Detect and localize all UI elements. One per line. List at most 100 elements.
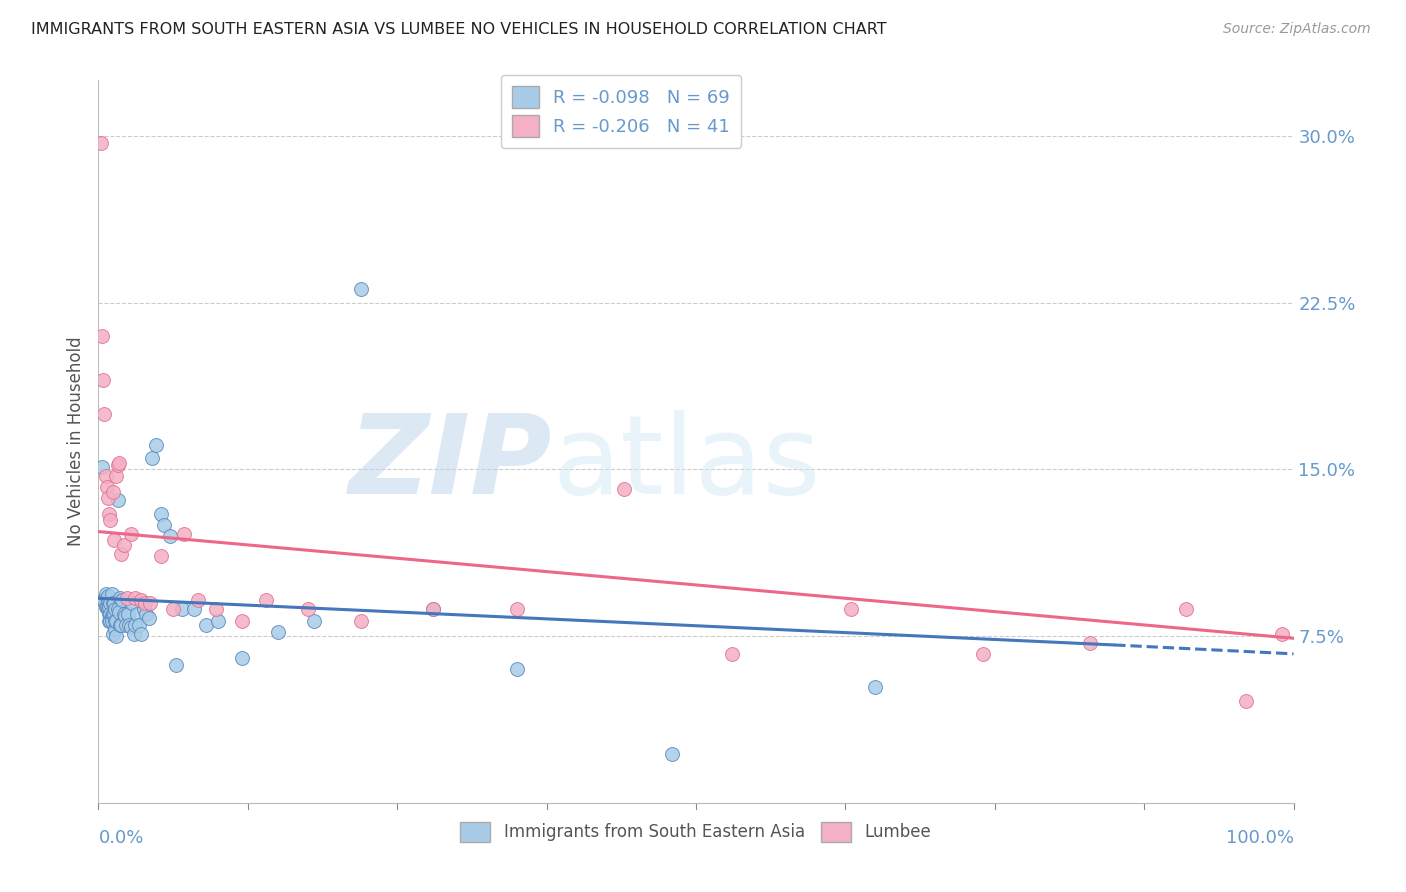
Point	[117, 607, 139, 621]
Point	[183, 602, 205, 616]
Point	[91, 329, 114, 343]
Point	[112, 607, 135, 621]
Point	[134, 596, 156, 610]
Text: ZIP: ZIP	[349, 409, 553, 516]
Point	[98, 596, 122, 610]
Point	[204, 602, 226, 616]
Point	[103, 607, 125, 621]
Point	[120, 620, 142, 634]
Point	[613, 483, 636, 497]
Point	[115, 591, 138, 606]
Point	[162, 602, 184, 616]
Point	[1234, 693, 1257, 707]
Point	[100, 609, 122, 624]
Point	[103, 596, 125, 610]
Point	[120, 526, 142, 541]
Point	[149, 507, 172, 521]
Text: Source: ZipAtlas.com: Source: ZipAtlas.com	[1223, 22, 1371, 37]
Point	[105, 614, 128, 628]
Point	[90, 136, 112, 150]
Point	[141, 451, 163, 466]
Point	[94, 469, 117, 483]
Point	[165, 657, 187, 672]
Point	[98, 607, 122, 621]
Point	[96, 600, 118, 615]
Point	[506, 602, 529, 616]
Point	[98, 507, 121, 521]
Point	[231, 614, 253, 628]
Point	[972, 647, 994, 661]
Point	[98, 614, 122, 628]
Point	[94, 587, 117, 601]
Point	[111, 593, 134, 607]
Text: IMMIGRANTS FROM SOUTH EASTERN ASIA VS LUMBEE NO VEHICLES IN HOUSEHOLD CORRELATIO: IMMIGRANTS FROM SOUTH EASTERN ASIA VS LU…	[31, 22, 887, 37]
Point	[98, 600, 121, 615]
Point	[1271, 627, 1294, 641]
Point	[104, 614, 127, 628]
Point	[97, 491, 120, 506]
Point	[91, 593, 114, 607]
Point	[721, 647, 744, 661]
Text: atlas: atlas	[553, 409, 821, 516]
Point	[422, 602, 444, 616]
Point	[231, 651, 253, 665]
Point	[173, 526, 195, 541]
Point	[104, 623, 127, 637]
Point	[107, 602, 129, 616]
Point	[97, 589, 120, 603]
Point	[1080, 636, 1102, 650]
Point	[302, 614, 325, 628]
Point	[97, 602, 120, 616]
Point	[101, 484, 124, 499]
Point	[207, 614, 229, 628]
Point	[350, 282, 373, 296]
Point	[107, 493, 129, 508]
Point	[139, 596, 162, 610]
Point	[506, 662, 529, 676]
Point	[96, 480, 118, 494]
Point	[93, 407, 115, 421]
Point	[107, 458, 129, 472]
Legend: Immigrants from South Eastern Asia, Lumbee: Immigrants from South Eastern Asia, Lumb…	[454, 815, 938, 848]
Point	[865, 680, 887, 694]
Point	[94, 600, 117, 615]
Text: 100.0%: 100.0%	[1226, 830, 1294, 847]
Point	[98, 614, 121, 628]
Point	[121, 596, 143, 610]
Point	[91, 460, 114, 475]
Y-axis label: No Vehicles in Household: No Vehicles in Household	[66, 336, 84, 547]
Point	[112, 538, 135, 552]
Point	[107, 456, 129, 470]
Point	[105, 629, 128, 643]
Point	[131, 593, 153, 607]
Point	[159, 529, 181, 543]
Point	[97, 593, 120, 607]
Point	[91, 373, 114, 387]
Point	[93, 593, 115, 607]
Point	[661, 747, 683, 761]
Point	[101, 596, 124, 610]
Point	[124, 618, 146, 632]
Point	[132, 602, 155, 616]
Point	[149, 549, 172, 563]
Point	[128, 618, 150, 632]
Point	[110, 547, 132, 561]
Point	[100, 587, 122, 601]
Point	[96, 591, 118, 606]
Point	[98, 513, 122, 527]
Point	[108, 618, 131, 632]
Point	[124, 627, 146, 641]
Point	[118, 618, 141, 632]
Point	[131, 627, 153, 641]
Point	[195, 618, 218, 632]
Text: 0.0%: 0.0%	[98, 830, 143, 847]
Point	[105, 469, 128, 483]
Point	[297, 602, 319, 616]
Point	[108, 591, 131, 606]
Point	[110, 618, 132, 632]
Point	[841, 602, 863, 616]
Point	[1175, 602, 1198, 616]
Point	[350, 614, 373, 628]
Point	[267, 624, 290, 639]
Point	[101, 607, 124, 621]
